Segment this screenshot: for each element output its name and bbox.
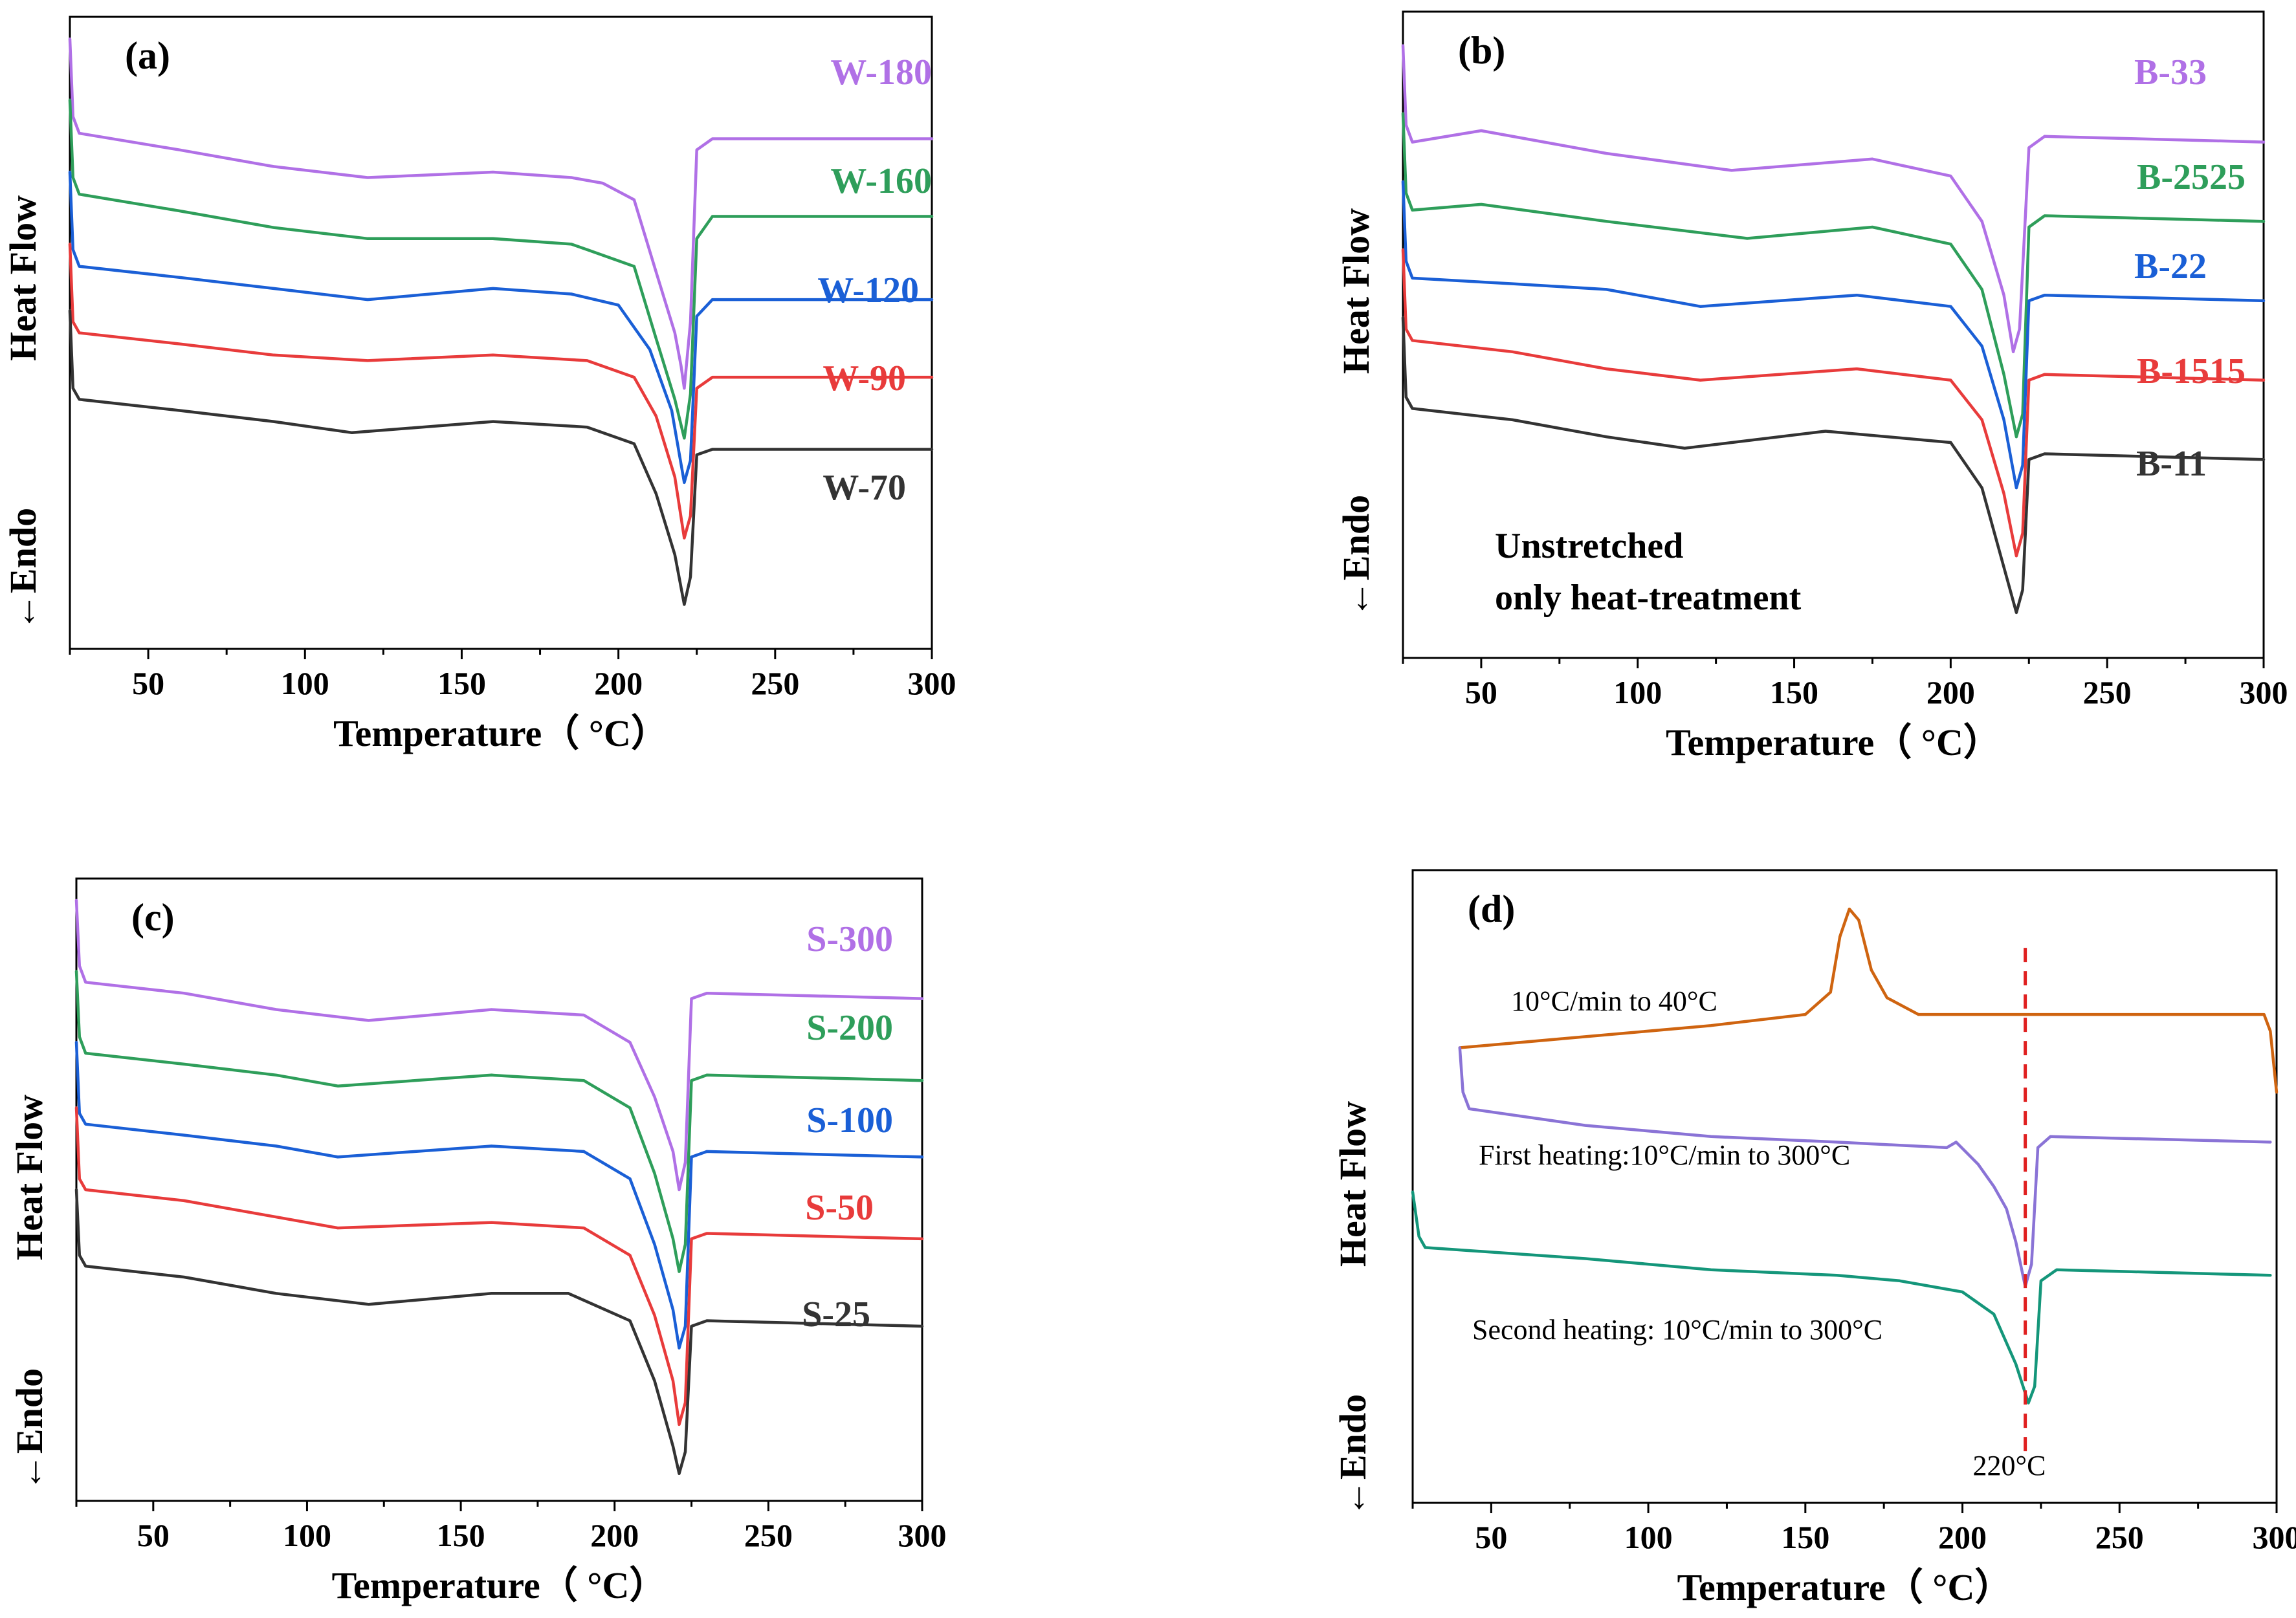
x-tick-label: 50 xyxy=(1475,1519,1507,1555)
annotation-line: Unstretched xyxy=(1495,526,1683,566)
x-tick-label: 250 xyxy=(2083,674,2132,710)
series-label: S-25 xyxy=(802,1295,870,1335)
x-tick-label: 100 xyxy=(1613,674,1662,710)
series-label: W-70 xyxy=(822,468,906,508)
series-line-s-200 xyxy=(74,970,924,1273)
x-tick-label: 300 xyxy=(2253,1519,2296,1555)
series-line-w-70 xyxy=(68,309,934,606)
series-label: W-90 xyxy=(822,358,906,399)
series-line-s-25 xyxy=(74,1188,924,1476)
y-axis-label-heat-flow: Heat Flow xyxy=(8,1095,50,1260)
x-tick-label: 200 xyxy=(1938,1519,1987,1555)
series-line-b-22 xyxy=(1401,180,2266,490)
series-label: B-11 xyxy=(2136,444,2207,484)
x-tick-label: 50 xyxy=(1465,674,1497,710)
chart-panel-3: 50 100 150 200 250 300 Temperature（ °C） Heat Fl… xyxy=(8,877,947,1606)
y-axis-label-endo: ←Endo xyxy=(2,508,44,631)
x-axis-label: Temperature（ °C） xyxy=(333,712,668,754)
x-tick-label: 200 xyxy=(1926,674,1975,710)
annotation-line: only heat-treatment xyxy=(1495,578,1802,618)
y-axis-label-heat-flow: Heat Flow xyxy=(1332,1101,1374,1267)
panel-label: (d) xyxy=(1468,888,1515,930)
series-label: B-22 xyxy=(2134,246,2207,287)
series-line-b-2525 xyxy=(1401,112,2266,439)
series-line-s-300 xyxy=(74,899,924,1192)
series-label: W-180 xyxy=(830,52,932,93)
y-axis-label-heat-flow: Heat Flow xyxy=(2,195,44,361)
series-line-first-heating-10-c-min-to-300-c xyxy=(1458,1046,2272,1288)
x-tick-label: 150 xyxy=(437,665,486,701)
series-label: B-33 xyxy=(2134,52,2207,93)
x-axis-label: Temperature（ °C） xyxy=(1677,1566,2013,1608)
x-tick-label: 250 xyxy=(751,665,799,701)
series-line-b-1515 xyxy=(1401,248,2266,558)
x-tick-label: 250 xyxy=(2095,1519,2144,1555)
x-tick-label: 50 xyxy=(137,1517,170,1553)
x-tick-label: 150 xyxy=(1781,1519,1829,1555)
x-tick-label: 100 xyxy=(283,1517,331,1553)
series-line-second-heating-10-c-min-to-300-c xyxy=(1411,1190,2272,1405)
series-label: S-50 xyxy=(805,1188,874,1228)
panel-label: (c) xyxy=(131,896,175,939)
x-tick-label: 200 xyxy=(594,665,643,701)
y-axis-label-endo: ←Endo xyxy=(1335,495,1377,618)
x-tick-label: 100 xyxy=(1624,1519,1673,1555)
series-line-10-c-min-to-40-c xyxy=(1458,907,2279,1094)
series-line-w-120 xyxy=(68,170,934,485)
plot-frame xyxy=(75,877,923,1502)
x-tick-label: 100 xyxy=(281,665,329,701)
series-label: B-1515 xyxy=(2137,351,2246,391)
x-tick-label: 300 xyxy=(908,665,956,701)
reference-line-label: 220°C xyxy=(1973,1450,2046,1481)
series-label: W-160 xyxy=(830,161,932,201)
chart-panel-1: 50 100 150 200 250 300 Temperature（ °C） Heat Fl… xyxy=(2,16,956,754)
chart-panel-4: 50 100 150 200 250 300 Temperature（ °C） Heat Fl… xyxy=(1332,869,2296,1608)
x-axis-label: Temperature（ °C） xyxy=(1666,721,2001,763)
series-line-b-11 xyxy=(1401,316,2266,615)
series-line-b-33 xyxy=(1401,44,2266,354)
x-tick-label: 250 xyxy=(744,1517,793,1553)
series-line-w-180 xyxy=(68,38,934,390)
x-tick-label: 300 xyxy=(898,1517,947,1553)
y-axis-label-endo: ←Endo xyxy=(1332,1394,1374,1517)
series-line-s-50 xyxy=(74,1106,924,1427)
x-tick-label: 50 xyxy=(132,665,164,701)
series-label: First heating:10°C/min to 300°C xyxy=(1479,1139,1850,1171)
series-line-s-100 xyxy=(74,1040,924,1350)
chart-panel-2: 50 100 150 200 250 300 Temperature（ °C） Heat Fl… xyxy=(1335,10,2288,763)
series-line-w-90 xyxy=(68,243,934,540)
y-axis-label-heat-flow: Heat Flow xyxy=(1335,208,1377,374)
series-label: S-300 xyxy=(806,919,893,959)
series-label: S-100 xyxy=(806,1100,893,1141)
series-line-w-160 xyxy=(68,98,934,440)
panel-label: (a) xyxy=(125,34,170,77)
plot-frame xyxy=(69,16,933,650)
series-label: W-120 xyxy=(817,270,919,311)
x-tick-label: 300 xyxy=(2240,674,2288,710)
panel-label: (b) xyxy=(1458,29,1505,72)
plot-frame xyxy=(1411,869,2278,1504)
series-label: B-2525 xyxy=(2137,157,2246,197)
y-axis-label-endo: ←Endo xyxy=(8,1368,50,1491)
x-tick-label: 150 xyxy=(1770,674,1818,710)
series-label: 10°C/min to 40°C xyxy=(1511,985,1717,1017)
x-axis-label: Temperature（ °C） xyxy=(332,1564,667,1606)
series-label: S-200 xyxy=(806,1008,893,1048)
series-label: Second heating: 10°C/min to 300°C xyxy=(1472,1314,1882,1346)
x-tick-label: 150 xyxy=(437,1517,485,1553)
x-tick-label: 200 xyxy=(590,1517,639,1553)
